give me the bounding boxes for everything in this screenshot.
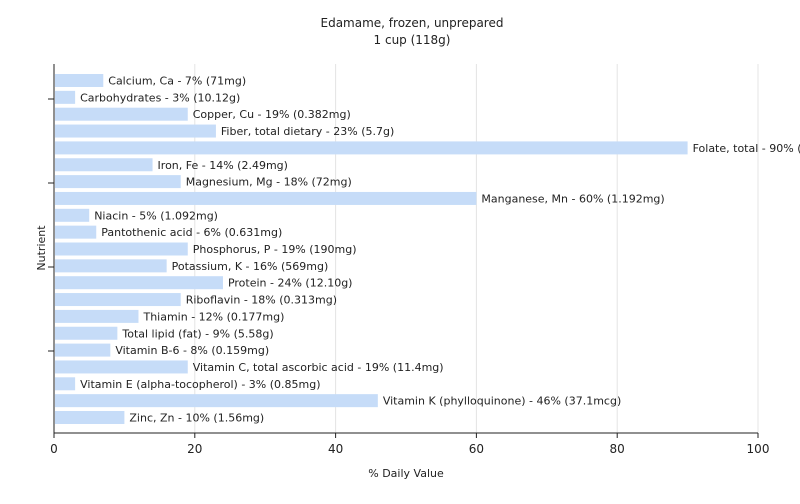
x-tick-label: 40 (328, 442, 343, 456)
bar (55, 225, 97, 239)
bar (55, 293, 181, 307)
x-tick-label: 100 (747, 442, 770, 456)
bar-label: Calcium, Ca - 7% (71mg) (108, 75, 246, 88)
bar-label: Vitamin C, total ascorbic acid - 19% (11… (193, 361, 444, 374)
bar (55, 309, 139, 323)
bar (55, 411, 125, 424)
chart-subtitle: 1 cup (118g) (374, 33, 451, 47)
bar (55, 276, 223, 290)
bar (55, 343, 111, 357)
bar-label: Vitamin K (phylloquinone) - 46% (37.1mcg… (383, 395, 621, 408)
bar-label: Magnesium, Mg - 18% (72mg) (186, 176, 352, 189)
bar (55, 90, 76, 104)
bar-label: Riboflavin - 18% (0.313mg) (186, 294, 337, 307)
bar (55, 360, 188, 374)
x-tick-label: 20 (187, 442, 202, 456)
bar (55, 175, 181, 189)
bar-label: Carbohydrates - 3% (10.12g) (80, 91, 240, 104)
bar (55, 377, 76, 391)
x-tick-label: 60 (469, 442, 484, 456)
bar (55, 158, 153, 172)
bar (55, 141, 688, 155)
bar-label: Protein - 24% (12.10g) (228, 277, 353, 290)
bar (55, 208, 90, 222)
bar-label: Iron, Fe - 14% (2.49mg) (158, 159, 288, 172)
bars: Calcium, Ca - 7% (71mg) Carbohydrates - 3… (55, 74, 800, 425)
bar-label: Phosphorus, P - 19% (190mg) (193, 243, 357, 256)
grid-lines (194, 64, 759, 433)
bar-label: Vitamin B-6 - 8% (0.159mg) (115, 344, 269, 357)
bar (55, 107, 188, 121)
bar (55, 326, 118, 340)
bar (55, 124, 216, 138)
bar (55, 242, 188, 256)
x-tick-label: 0 (50, 442, 58, 456)
bar (55, 394, 378, 408)
bar-label: Folate, total - 90% (358mcg) (693, 142, 800, 155)
bar-label: Zinc, Zn - 10% (1.56mg) (129, 412, 264, 425)
bar-label: Thiamin - 12% (0.177mg) (142, 310, 284, 323)
x-axis-title: % Daily Value (368, 467, 444, 480)
y-axis-title: Nutrient (35, 225, 48, 271)
bar-label: Potassium, K - 16% (569mg) (172, 260, 329, 273)
bar-label: Fiber, total dietary - 23% (5.7g) (221, 125, 394, 138)
x-tick-label: 80 (610, 442, 625, 456)
bar-label: Total lipid (fat) - 9% (5.58g) (121, 327, 273, 340)
bar-label: Manganese, Mn - 60% (1.192mg) (481, 192, 664, 205)
bar (55, 191, 477, 205)
bar-label: Vitamin E (alpha-tocopherol) - 3% (0.85m… (80, 378, 320, 391)
bar (55, 259, 167, 273)
bar-label: Copper, Cu - 19% (0.382mg) (193, 108, 351, 121)
axes: 0 20 40 60 80 100 (48, 64, 769, 456)
bar-label: Niacin - 5% (1.092mg) (94, 209, 218, 222)
bar-label: Pantothenic acid - 6% (0.631mg) (101, 226, 282, 239)
chart-title: Edamame, frozen, unprepared (321, 16, 504, 30)
bar (55, 74, 104, 87)
